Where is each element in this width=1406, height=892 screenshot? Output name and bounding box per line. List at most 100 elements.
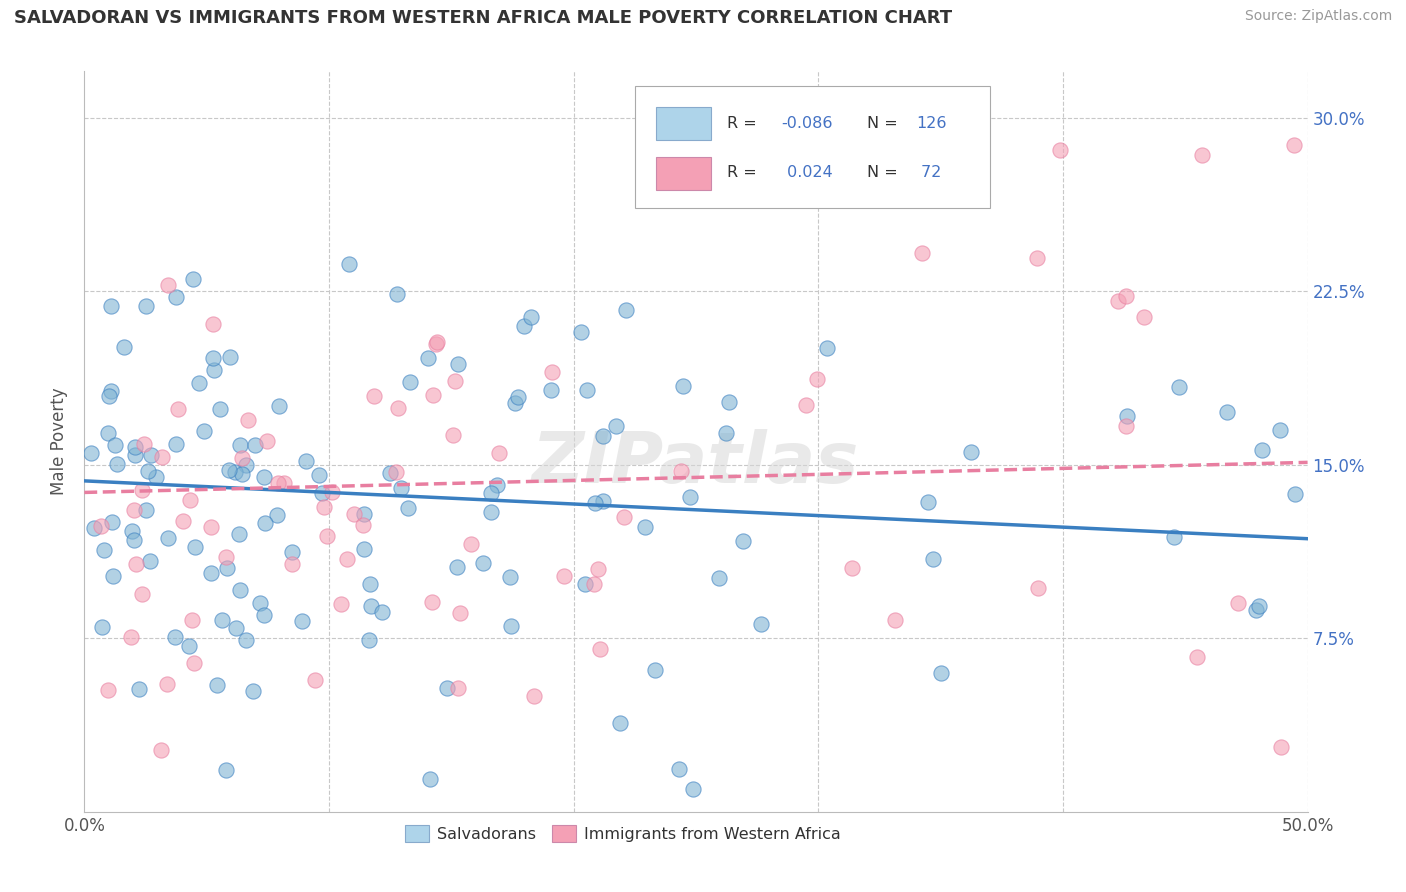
Point (124, 441, 146, 455)
Point (139, 554, 162, 568)
Point (157, 278, 180, 293)
Point (337, 257, 360, 271)
Point (321, 485, 343, 500)
Point (441, 428, 464, 442)
Point (384, 465, 406, 479)
Text: N =: N = (868, 165, 898, 180)
Point (90, 620, 112, 634)
Point (353, 507, 375, 521)
Point (135, 299, 157, 313)
Point (420, 595, 443, 609)
Point (242, 684, 264, 698)
Point (156, 531, 179, 545)
Point (211, 613, 233, 627)
Point (592, 494, 614, 508)
Point (1247, 599, 1270, 613)
Point (1270, 740, 1292, 755)
Point (209, 402, 232, 417)
Point (231, 467, 253, 481)
Point (419, 772, 441, 787)
Point (672, 379, 695, 393)
Point (304, 673, 326, 687)
Point (122, 533, 145, 547)
FancyBboxPatch shape (636, 87, 990, 209)
Point (1163, 530, 1185, 544)
Point (425, 337, 447, 351)
Point (387, 287, 409, 301)
Point (503, 396, 526, 410)
Point (679, 491, 702, 505)
Point (253, 516, 276, 530)
Point (295, 454, 318, 468)
Point (202, 362, 225, 376)
Point (122, 503, 145, 517)
Point (256, 434, 278, 448)
Point (540, 365, 562, 379)
Point (125, 557, 148, 571)
Point (1284, 486, 1306, 500)
Text: ZIPatlas: ZIPatlas (533, 429, 859, 499)
Point (1270, 423, 1292, 437)
Point (100, 515, 122, 529)
Point (200, 566, 222, 580)
Point (93, 542, 115, 557)
Point (343, 507, 366, 521)
Point (589, 642, 612, 657)
Point (165, 290, 187, 304)
Point (183, 656, 205, 670)
Point (460, 537, 482, 551)
Point (1216, 405, 1239, 419)
Point (605, 419, 627, 434)
Point (145, 470, 167, 484)
Point (249, 596, 271, 610)
Point (253, 469, 276, 483)
Point (644, 663, 666, 677)
Y-axis label: Male Poverty: Male Poverty (51, 388, 69, 495)
Point (112, 340, 135, 354)
Point (389, 481, 412, 495)
Point (399, 375, 422, 389)
Point (588, 561, 610, 575)
Text: R =: R = (727, 165, 756, 180)
Point (1107, 293, 1129, 308)
Point (1167, 380, 1189, 394)
Point (215, 561, 238, 575)
Point (228, 527, 250, 541)
Point (447, 681, 470, 696)
Point (506, 390, 529, 404)
Point (316, 529, 339, 543)
Point (179, 493, 201, 508)
Text: SALVADORAN VS IMMIGRANTS FROM WESTERN AFRICA MALE POVERTY CORRELATION CHART: SALVADORAN VS IMMIGRANTS FROM WESTERN AF… (14, 9, 952, 27)
Point (479, 504, 502, 518)
Point (634, 520, 657, 534)
Point (479, 486, 502, 500)
Point (371, 605, 394, 619)
Point (165, 630, 187, 644)
Point (253, 607, 276, 622)
Point (105, 457, 128, 471)
Point (540, 383, 562, 397)
Point (205, 678, 228, 692)
Point (267, 399, 290, 413)
Point (609, 715, 631, 730)
Point (308, 468, 330, 483)
Point (181, 272, 204, 286)
Point (1226, 596, 1249, 610)
Point (569, 325, 592, 339)
Point (104, 437, 127, 451)
Point (215, 550, 238, 565)
Point (396, 500, 419, 515)
Point (817, 342, 839, 356)
Point (501, 619, 523, 633)
Bar (655, 156, 710, 190)
Point (883, 613, 905, 627)
Point (267, 476, 290, 491)
Point (707, 571, 730, 585)
Point (218, 463, 240, 477)
Point (922, 551, 945, 566)
Text: 126: 126 (917, 116, 946, 131)
Text: Source: ZipAtlas.com: Source: ZipAtlas.com (1244, 9, 1392, 23)
Point (200, 520, 222, 534)
Point (714, 426, 737, 441)
Point (166, 401, 188, 416)
